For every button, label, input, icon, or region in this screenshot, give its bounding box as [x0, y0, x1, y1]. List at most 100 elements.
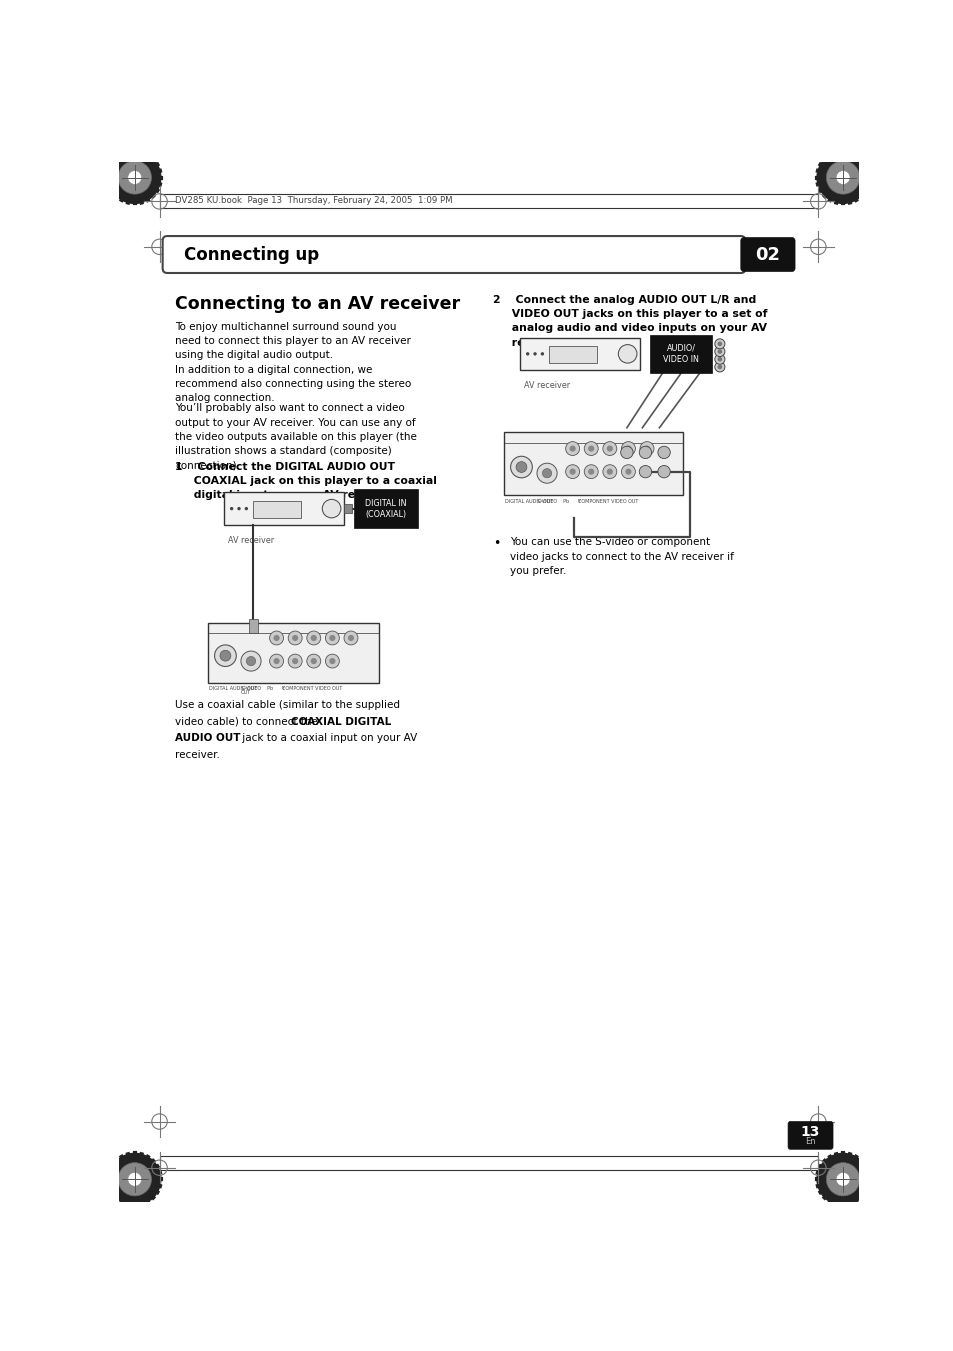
- Circle shape: [565, 465, 579, 478]
- Circle shape: [714, 362, 724, 372]
- Circle shape: [128, 170, 142, 185]
- Text: 02: 02: [755, 246, 780, 263]
- Text: AUDIO OUT: AUDIO OUT: [174, 734, 240, 743]
- Bar: [253, 501, 301, 517]
- Circle shape: [569, 446, 575, 451]
- Circle shape: [325, 631, 339, 644]
- Circle shape: [292, 635, 298, 642]
- Circle shape: [274, 658, 279, 665]
- Text: OUT: OUT: [241, 689, 251, 694]
- Text: In addition to a digital connection, we
recommend also connecting using the ster: In addition to a digital connection, we …: [174, 365, 411, 404]
- Circle shape: [825, 1163, 859, 1196]
- Circle shape: [542, 469, 551, 478]
- Circle shape: [241, 651, 261, 671]
- Text: 2    Connect the analog AUDIO OUT L/R and
     VIDEO OUT jacks on this player to: 2 Connect the analog AUDIO OUT L/R and V…: [493, 295, 766, 347]
- Circle shape: [583, 465, 598, 478]
- Circle shape: [816, 151, 868, 204]
- Circle shape: [620, 442, 635, 455]
- Circle shape: [270, 631, 283, 644]
- Circle shape: [128, 1173, 142, 1186]
- Bar: [249, 619, 257, 632]
- Circle shape: [292, 658, 298, 665]
- Bar: [224, 493, 344, 524]
- Circle shape: [244, 507, 248, 511]
- Circle shape: [510, 457, 532, 478]
- Circle shape: [620, 465, 635, 478]
- Bar: [649, 335, 711, 373]
- Text: AV receiver: AV receiver: [523, 381, 569, 390]
- Text: En: En: [804, 1138, 815, 1146]
- Circle shape: [717, 357, 721, 362]
- Circle shape: [620, 446, 633, 458]
- Text: AUDIO/
VIDEO IN: AUDIO/ VIDEO IN: [662, 343, 699, 363]
- Circle shape: [835, 1173, 849, 1186]
- Circle shape: [288, 631, 302, 644]
- Circle shape: [717, 349, 721, 354]
- Circle shape: [329, 658, 335, 665]
- Circle shape: [583, 442, 598, 455]
- Circle shape: [311, 635, 316, 642]
- Text: jack to a coaxial input on your AV: jack to a coaxial input on your AV: [238, 734, 416, 743]
- Circle shape: [639, 466, 651, 478]
- Circle shape: [569, 469, 575, 474]
- Circle shape: [624, 446, 631, 451]
- Circle shape: [816, 1154, 868, 1205]
- Circle shape: [714, 339, 724, 349]
- Text: You can use the S-video or component
video jacks to connect to the AV receiver i: You can use the S-video or component vid…: [509, 538, 733, 576]
- Circle shape: [658, 446, 670, 458]
- Text: S-VIDEO    Pb      Y: S-VIDEO Pb Y: [537, 499, 580, 504]
- Circle shape: [516, 462, 526, 473]
- Circle shape: [288, 654, 302, 667]
- FancyBboxPatch shape: [740, 238, 794, 272]
- Circle shape: [348, 635, 354, 642]
- Circle shape: [587, 446, 594, 451]
- Circle shape: [618, 345, 637, 363]
- Circle shape: [237, 507, 240, 511]
- Circle shape: [639, 442, 654, 455]
- Circle shape: [307, 654, 320, 667]
- Circle shape: [109, 151, 161, 204]
- Bar: [208, 623, 378, 682]
- Circle shape: [714, 347, 724, 357]
- Circle shape: [717, 365, 721, 369]
- Text: COAXIAL DIGITAL: COAXIAL DIGITAL: [291, 716, 391, 727]
- Circle shape: [329, 635, 335, 642]
- Circle shape: [214, 644, 236, 666]
- Circle shape: [230, 507, 233, 511]
- Circle shape: [109, 1154, 161, 1205]
- Circle shape: [118, 1163, 152, 1196]
- Text: COMPONENT VIDEO OUT: COMPONENT VIDEO OUT: [282, 686, 342, 690]
- Circle shape: [602, 465, 617, 478]
- Circle shape: [525, 353, 529, 355]
- Circle shape: [307, 631, 320, 644]
- Circle shape: [274, 635, 279, 642]
- Circle shape: [587, 469, 594, 474]
- Circle shape: [606, 446, 612, 451]
- Circle shape: [311, 658, 316, 665]
- Text: To enjoy multichannel surround sound you
need to connect this player to an AV re: To enjoy multichannel surround sound you…: [174, 322, 411, 361]
- Circle shape: [606, 469, 612, 474]
- Text: Connecting to an AV receiver: Connecting to an AV receiver: [174, 295, 459, 312]
- Text: video cable) to connect the: video cable) to connect the: [174, 716, 321, 727]
- Circle shape: [624, 469, 631, 474]
- Circle shape: [246, 657, 255, 666]
- Circle shape: [643, 446, 649, 451]
- Circle shape: [835, 170, 849, 185]
- Circle shape: [270, 654, 283, 667]
- FancyBboxPatch shape: [787, 1121, 832, 1150]
- Text: S-VIDEO    Pb      Y: S-VIDEO Pb Y: [241, 686, 285, 690]
- Text: •: •: [493, 538, 499, 550]
- Circle shape: [540, 353, 543, 355]
- Circle shape: [825, 161, 859, 195]
- Text: DV285 KU.book  Page 13  Thursday, February 24, 2005  1:09 PM: DV285 KU.book Page 13 Thursday, February…: [174, 196, 453, 205]
- Bar: [519, 338, 639, 370]
- Circle shape: [717, 342, 721, 346]
- Circle shape: [658, 466, 670, 478]
- Bar: [344, 504, 352, 513]
- Text: You’ll probably also want to connect a video
output to your AV receiver. You can: You’ll probably also want to connect a v…: [174, 403, 416, 470]
- Text: AV receiver: AV receiver: [228, 535, 274, 544]
- Circle shape: [565, 442, 579, 455]
- Circle shape: [220, 650, 231, 661]
- Circle shape: [118, 161, 152, 195]
- Bar: [549, 346, 597, 363]
